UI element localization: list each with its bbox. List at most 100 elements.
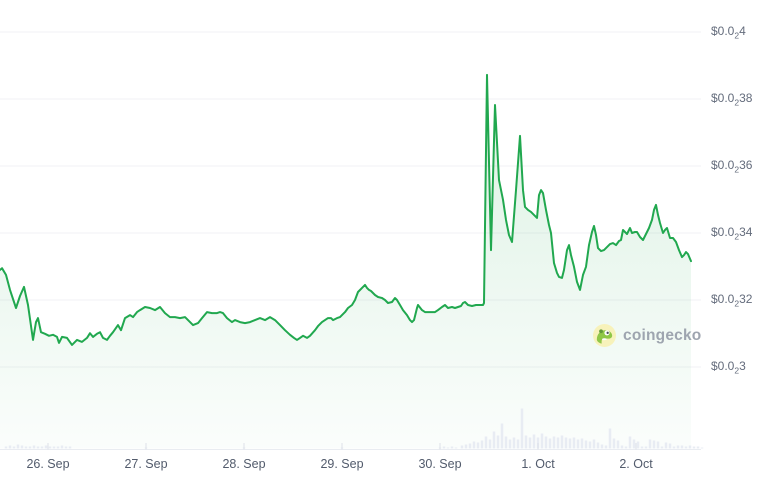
y-axis-label: $0.023: [711, 359, 746, 376]
volume-bar: [442, 446, 446, 449]
volume-bar: [572, 437, 576, 449]
volume-bar: [652, 440, 656, 449]
volume-bar: [672, 446, 676, 449]
volume-bar: [616, 440, 620, 449]
volume-bar: [628, 436, 632, 449]
y-axis-label: $0.0238: [711, 91, 753, 108]
volume-bar: [12, 446, 16, 449]
volume-bar: [504, 436, 508, 449]
volume-bar: [496, 435, 500, 449]
volume-bar: [516, 439, 520, 449]
volume-bar: [528, 437, 532, 449]
volume-bar: [632, 439, 636, 449]
volume-bar: [56, 446, 60, 449]
volume-bar: [560, 435, 564, 449]
volume-bar: [688, 445, 692, 449]
coingecko-watermark: coingecko: [593, 324, 701, 347]
volume-bar: [588, 441, 592, 449]
volume-bar: [16, 444, 20, 449]
volume-bar: [520, 408, 524, 449]
volume-bar: [8, 445, 12, 449]
volume-bar: [660, 446, 664, 449]
y-axis-label: $0.0234: [711, 225, 753, 242]
volume-bar: [446, 447, 450, 449]
volume-bar: [604, 445, 608, 449]
x-axis-label: 27. Sep: [124, 457, 168, 471]
volume-bar: [680, 445, 684, 449]
volume-bar: [556, 437, 560, 449]
volume-bar: [480, 440, 484, 449]
volume-bar: [64, 446, 68, 449]
y-axis-label: $0.024: [711, 24, 746, 41]
volume-bar: [60, 445, 64, 449]
coingecko-watermark-text: coingecko: [623, 326, 702, 344]
volume-bar: [608, 428, 612, 449]
volume-bar: [524, 435, 528, 449]
volume-bar: [508, 439, 512, 449]
volume-bar: [600, 444, 604, 449]
volume-bar: [640, 446, 644, 449]
volume-bar: [68, 446, 72, 449]
x-axis-label: 30. Sep: [418, 457, 462, 471]
volume-bar: [492, 431, 496, 449]
volume-bar: [568, 438, 572, 449]
volume-bar: [580, 438, 584, 449]
volume-bar: [676, 445, 680, 449]
x-axis-label: 1. Oct: [521, 457, 555, 471]
volume-bar: [454, 447, 458, 449]
volume-bar: [564, 437, 568, 449]
volume-bar: [624, 446, 628, 449]
volume-bar: [620, 445, 624, 449]
x-axis-label: 2. Oct: [619, 457, 653, 471]
volume-bar: [656, 441, 660, 449]
volume-bar: [20, 445, 24, 449]
volume-bar: [644, 446, 648, 449]
volume-bar: [24, 446, 28, 449]
volume-bar: [596, 442, 600, 449]
volume-bar: [548, 438, 552, 449]
volume-bar: [464, 444, 468, 449]
price-line: [0, 73, 692, 346]
volume-bar: [552, 436, 556, 449]
volume-bar: [612, 438, 616, 449]
volume-bar: [40, 446, 44, 449]
volume-bar: [500, 423, 504, 449]
volume-bar: [28, 446, 32, 449]
coingecko-logo-icon: [593, 324, 616, 347]
volume-bar: [484, 436, 488, 449]
volume-bar: [700, 447, 704, 449]
volume-bar: [472, 441, 476, 449]
volume-bar: [36, 446, 40, 449]
volume-bar: [476, 442, 480, 449]
volume-bar: [4, 446, 8, 449]
x-axis-label: 28. Sep: [222, 457, 266, 471]
volume-bar: [648, 439, 652, 449]
y-axis-label: $0.0236: [711, 158, 753, 175]
volume-bar: [540, 433, 544, 449]
volume-bar: [532, 434, 536, 449]
volume-bar: [48, 446, 52, 449]
volume-bar: [460, 445, 464, 449]
volume-bar: [584, 440, 588, 449]
volume-bar: [696, 446, 700, 449]
y-axis-label: $0.0232: [711, 292, 753, 309]
volume-bar: [692, 446, 696, 449]
volume-bar: [44, 445, 48, 449]
volume-bar: [684, 446, 688, 449]
volume-bar: [664, 442, 668, 449]
volume-bar: [450, 446, 454, 449]
volume-bar: [576, 439, 580, 449]
volume-bar: [488, 439, 492, 449]
volume-bar: [512, 437, 516, 449]
x-axis-label: 29. Sep: [320, 457, 364, 471]
volume-bar: [468, 443, 472, 449]
volume-bar: [52, 446, 56, 449]
volume-bar: [636, 441, 640, 449]
x-axis-label: 26. Sep: [26, 457, 70, 471]
volume-bar: [668, 443, 672, 449]
volume-bar: [592, 439, 596, 449]
volume-bar: [32, 445, 36, 449]
volume-bar: [544, 436, 548, 449]
